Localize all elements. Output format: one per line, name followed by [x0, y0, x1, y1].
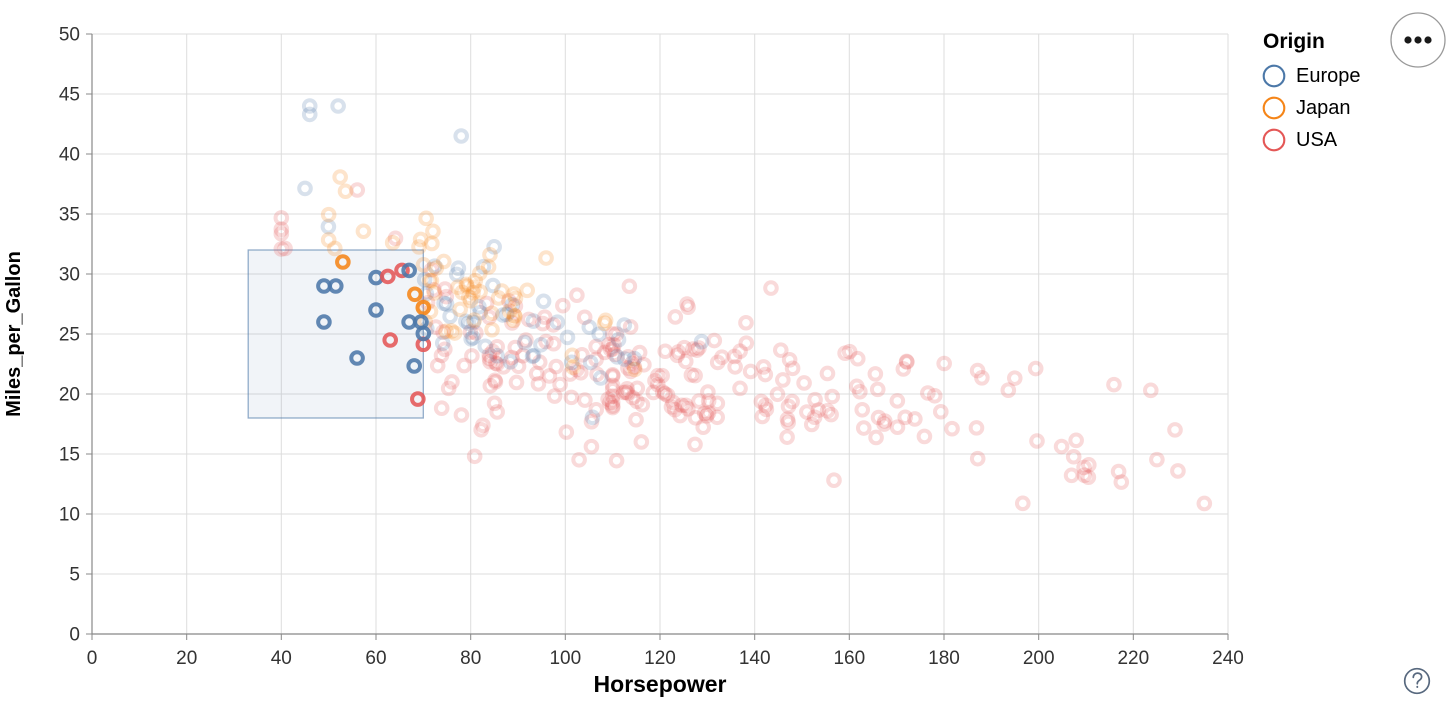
svg-text:USA: USA [1296, 129, 1338, 151]
svg-text:Japan: Japan [1296, 97, 1351, 119]
svg-text:Europe: Europe [1296, 65, 1361, 87]
svg-text:Origin: Origin [1263, 30, 1325, 53]
